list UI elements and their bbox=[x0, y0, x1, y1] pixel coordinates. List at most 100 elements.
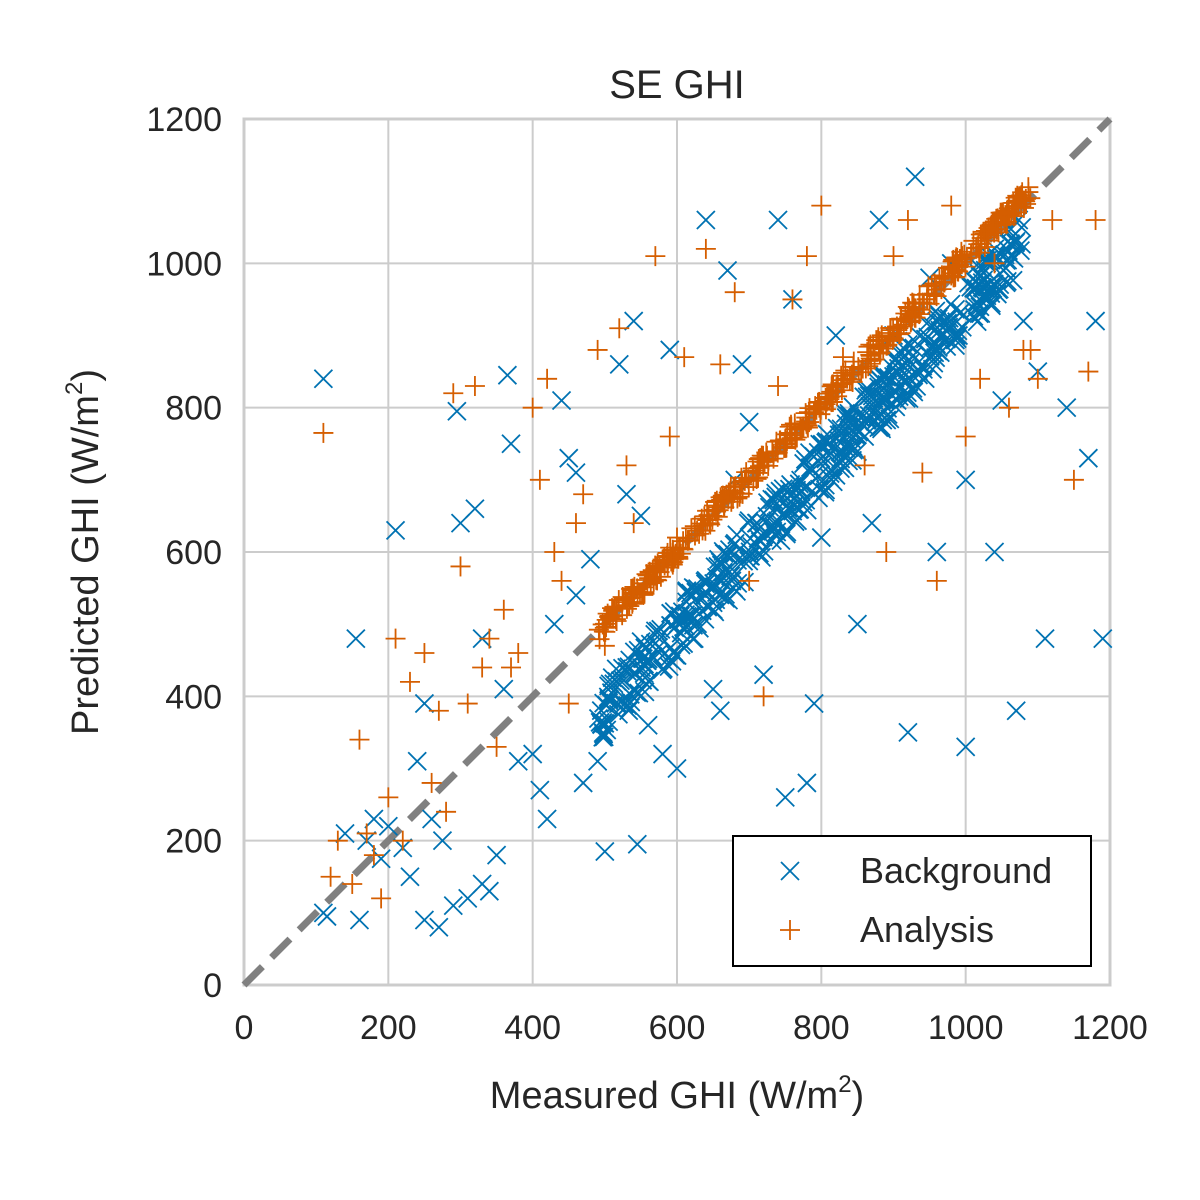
data-point bbox=[941, 195, 962, 216]
data-point bbox=[501, 434, 521, 454]
legend-marker-plus bbox=[780, 920, 800, 940]
data-point bbox=[1078, 448, 1098, 468]
data-point bbox=[537, 368, 558, 389]
data-point bbox=[835, 360, 856, 381]
data-point bbox=[597, 720, 617, 740]
data-point bbox=[559, 448, 579, 468]
x-tick-label: 1000 bbox=[928, 1009, 1004, 1047]
data-point bbox=[998, 397, 1019, 418]
data-point bbox=[984, 542, 1005, 562]
legend-marker-x bbox=[780, 861, 800, 881]
data-point bbox=[922, 359, 943, 379]
data-point bbox=[905, 298, 926, 319]
legend: Background Analysis bbox=[732, 835, 1092, 967]
data-point bbox=[465, 499, 485, 519]
data-point bbox=[378, 787, 399, 808]
data-point bbox=[1013, 311, 1034, 331]
data-point bbox=[479, 881, 500, 901]
data-point bbox=[407, 751, 427, 771]
data-point bbox=[714, 497, 735, 518]
data-point bbox=[599, 605, 620, 626]
data-point bbox=[732, 472, 753, 493]
data-point bbox=[931, 279, 952, 300]
data-point bbox=[363, 845, 384, 866]
data-point bbox=[1042, 210, 1063, 231]
data-point bbox=[599, 689, 619, 709]
data-point bbox=[493, 599, 514, 620]
data-point bbox=[1005, 233, 1025, 253]
data-point bbox=[830, 458, 851, 479]
data-point bbox=[733, 551, 754, 571]
data-point bbox=[945, 330, 965, 350]
data-point bbox=[762, 530, 782, 551]
data-point bbox=[1085, 311, 1106, 331]
data-point bbox=[551, 390, 572, 411]
data-point bbox=[1011, 196, 1032, 217]
data-point bbox=[847, 441, 868, 462]
data-point bbox=[955, 426, 976, 447]
data-point bbox=[660, 340, 680, 360]
data-point bbox=[899, 388, 919, 409]
data-point bbox=[663, 641, 684, 662]
data-point bbox=[854, 426, 875, 447]
data-point bbox=[642, 560, 663, 581]
data-point bbox=[781, 414, 802, 435]
data-point bbox=[768, 210, 788, 230]
data-point bbox=[970, 368, 991, 389]
data-point bbox=[839, 411, 859, 431]
data-point bbox=[862, 386, 882, 406]
data-point bbox=[597, 603, 618, 624]
data-point bbox=[447, 401, 467, 421]
data-point bbox=[443, 383, 464, 404]
data-point bbox=[750, 456, 771, 477]
y-axis-label-sup: 2 bbox=[61, 382, 88, 395]
data-point bbox=[364, 809, 384, 829]
data-point bbox=[335, 823, 355, 844]
data-point bbox=[544, 614, 564, 634]
data-point bbox=[565, 513, 586, 534]
data-point bbox=[831, 453, 851, 473]
data-point bbox=[346, 628, 366, 649]
data-point bbox=[972, 277, 992, 297]
data-point bbox=[832, 347, 853, 368]
data-point bbox=[619, 596, 640, 617]
data-point bbox=[971, 227, 992, 248]
data-point bbox=[754, 541, 774, 561]
data-point bbox=[898, 722, 918, 743]
series-background bbox=[313, 167, 1113, 937]
data-point bbox=[342, 873, 363, 894]
data-point bbox=[956, 737, 976, 757]
data-point bbox=[608, 590, 629, 611]
data-point bbox=[718, 545, 738, 565]
data-point bbox=[608, 694, 629, 714]
data-point bbox=[826, 325, 846, 346]
tick-labels: 0 200 400 600 800 1000 1200 0 200 400 600 800 1000 12… bbox=[146, 101, 1147, 1047]
data-point bbox=[734, 470, 755, 491]
data-point bbox=[659, 426, 680, 447]
data-point bbox=[620, 588, 641, 609]
data-point bbox=[704, 577, 725, 597]
data-point bbox=[1020, 339, 1041, 360]
data-point bbox=[768, 376, 789, 397]
data-point bbox=[494, 679, 514, 699]
x-tick-label: 0 bbox=[235, 1009, 254, 1047]
data-point bbox=[923, 336, 943, 356]
data-point bbox=[637, 565, 658, 586]
data-point bbox=[414, 910, 435, 930]
data-point bbox=[904, 331, 925, 351]
data-point bbox=[681, 518, 702, 539]
data-point bbox=[851, 408, 871, 428]
data-point bbox=[607, 671, 627, 692]
data-point bbox=[785, 511, 805, 532]
legend-label-background: Background bbox=[860, 850, 1052, 891]
y-axis-label: Predicted GHI (W/m2) bbox=[61, 369, 107, 735]
data-point bbox=[789, 474, 809, 494]
data-point bbox=[486, 736, 507, 757]
data-point bbox=[659, 656, 679, 677]
data-point bbox=[599, 711, 619, 732]
data-point bbox=[762, 489, 782, 509]
data-point bbox=[508, 751, 528, 771]
data-point bbox=[877, 389, 897, 410]
data-point bbox=[897, 382, 917, 403]
data-point bbox=[907, 363, 927, 383]
